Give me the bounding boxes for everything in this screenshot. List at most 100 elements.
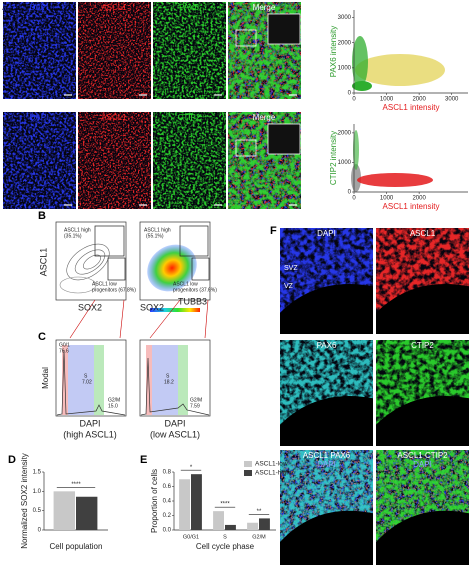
panel-letter: D (8, 454, 16, 466)
channel-label: ASCL1 CTIP2 (397, 451, 448, 460)
axis-label: ASCL1 (38, 248, 48, 277)
flow-contour (55, 221, 211, 339)
stain (153, 112, 226, 209)
x-axis-label: Cell population (50, 542, 103, 551)
y-tick-label: 1000 (338, 65, 352, 71)
x-tick-label: 2000 (412, 97, 426, 103)
gate-label: G2/M (190, 397, 202, 403)
scatter-cloud (351, 36, 445, 192)
gate-label: (35.1%) (64, 233, 82, 239)
bar (247, 522, 258, 530)
legend-swatch (244, 470, 252, 476)
y-tick-label: 0.8 (163, 470, 172, 476)
y-tick-label: 1000 (338, 160, 352, 166)
channel-label: CTIP2 (411, 341, 434, 350)
bar (179, 479, 190, 530)
gate-label: S (84, 373, 88, 379)
channel-label: CTIP2 (178, 113, 201, 122)
gate-label: progenitors (37.6%) (173, 287, 217, 293)
gate-label: ASCL1 low (92, 281, 117, 287)
legend-label: ASCL1-low (255, 461, 288, 468)
gate-label: ASCL1 high (64, 227, 91, 233)
inset (267, 123, 301, 155)
channel-label: ASCL1 (101, 3, 127, 12)
y-tick-label: 1.0 (33, 489, 42, 495)
ventricle (376, 283, 469, 334)
stain (78, 2, 151, 99)
axis-label: Modal (41, 367, 50, 389)
bar (53, 491, 75, 530)
panel-letter: C (38, 331, 46, 343)
cell-cycle-histogram (55, 339, 211, 417)
bar (225, 524, 236, 530)
condition-label: (low ASCL1) (150, 429, 200, 439)
significance: * (190, 465, 193, 471)
axis-label: DAPI (79, 418, 100, 428)
x-tick-label: 1000 (380, 196, 394, 202)
y-tick-label: 0 (38, 528, 42, 534)
color-scale-label: TUBB3 (178, 296, 207, 306)
significance: **** (220, 502, 230, 508)
gate-value: 76.6 (59, 348, 69, 354)
y-tick-label: 0 (348, 190, 352, 196)
x-tick-label: G0/G1 (183, 534, 199, 540)
panel-letter: E (140, 454, 147, 466)
y-axis-label: CTIP2 intensity (329, 131, 338, 185)
micrographs: DAPI ASCL1 PAX6 Merge DAPI ASCL1 CTIP2 Merge DAP… (3, 2, 469, 565)
y-tick-label: 0.2 (163, 513, 172, 519)
inset-box (235, 139, 257, 157)
gate-value: 18.2 (164, 379, 174, 385)
condition-label: (high ASCL1) (63, 429, 117, 439)
y-tick-label: 2000 (338, 40, 352, 46)
gate-value: 7.59 (190, 403, 200, 409)
y-tick-label: 0 (348, 91, 352, 97)
channel-label: ASCL1 PAX6 (303, 451, 351, 460)
inset-box (235, 29, 257, 47)
ventricle (376, 395, 469, 446)
legend-swatch (244, 461, 252, 467)
y-axis-label: PAX6 intensity (329, 26, 338, 77)
x-tick-label: 0 (352, 97, 356, 103)
zone-label: VZ (284, 283, 294, 290)
bar (259, 518, 270, 530)
channel-label: DAPI (317, 460, 336, 469)
ventricle (280, 395, 373, 446)
gate-label: S (166, 373, 170, 379)
y-tick-label: 0.4 (163, 499, 172, 505)
x-axis-label: ASCL1 intensity (383, 202, 440, 211)
x-tick-label: 1000 (380, 97, 394, 103)
significance: **** (71, 482, 81, 488)
axis-label: SOX2 (78, 302, 102, 312)
channel-label: DAPI (317, 229, 336, 238)
x-tick-label: G2/M (252, 534, 266, 540)
bar (191, 474, 202, 530)
inset (267, 13, 301, 45)
zone-label: SVZ (284, 265, 298, 272)
charts: 0 1000 2000 3000 ASCL1 intensity PAX6 intensi… (20, 10, 468, 551)
ventricle (280, 283, 373, 334)
x-tick-label: 2000 (412, 196, 426, 202)
gate-label: (55.1%) (146, 233, 164, 239)
gate-value: 7.02 (82, 379, 92, 385)
y-tick-label: 0.5 (33, 508, 42, 514)
y-tick-label: 0.6 (163, 484, 172, 490)
stain (3, 112, 76, 209)
channel-label: DAPI (413, 460, 432, 469)
legend-label: ASCL1-high (255, 470, 290, 477)
channel-label: Merge (253, 113, 276, 122)
panel-letter: B (38, 210, 46, 222)
channel-label: ASCL1 (101, 113, 127, 122)
channel-label: ASCL1 (410, 229, 436, 238)
channel-label: Merge (253, 3, 276, 12)
x-tick-label: 0 (352, 196, 356, 202)
y-axis-label: Proportion of cells (150, 469, 159, 533)
ventricle (376, 510, 469, 565)
ventricle (280, 510, 373, 565)
y-tick-label: 0.0 (163, 528, 172, 534)
y-tick-label: 2000 (338, 130, 352, 136)
channel-label: DAPI (30, 113, 49, 122)
stain (153, 2, 226, 99)
x-axis-label: ASCL1 intensity (383, 103, 440, 112)
y-tick-label: 1.5 (33, 470, 42, 476)
gate-label: G2/M (108, 397, 120, 403)
